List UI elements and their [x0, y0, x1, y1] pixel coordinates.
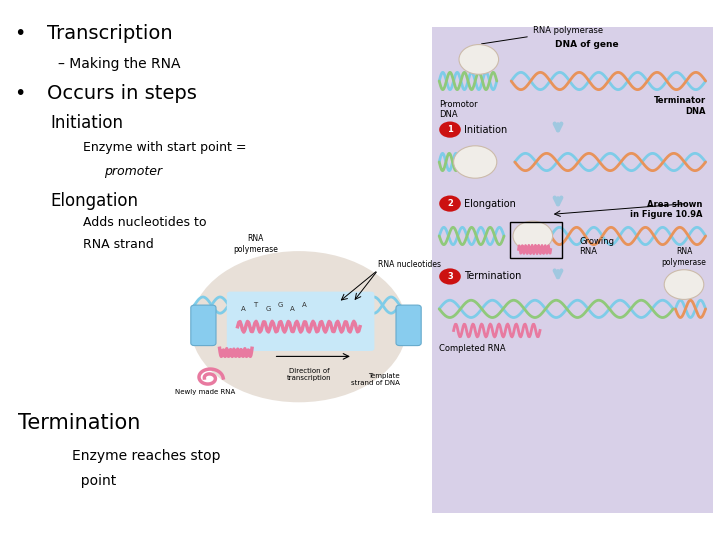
Text: Completed RNA: Completed RNA: [439, 344, 506, 353]
Text: Initiation: Initiation: [464, 125, 508, 134]
Text: Elongation: Elongation: [464, 199, 516, 208]
Text: Termination: Termination: [464, 272, 522, 281]
Ellipse shape: [191, 251, 407, 402]
Text: point: point: [72, 474, 116, 488]
Text: Direction of
transcription: Direction of transcription: [287, 368, 332, 381]
Ellipse shape: [513, 221, 552, 251]
Text: Terminator
DNA: Terminator DNA: [654, 96, 706, 116]
Circle shape: [439, 195, 461, 212]
Text: DNA of gene: DNA of gene: [555, 39, 618, 49]
Text: promoter: promoter: [104, 165, 163, 178]
Text: RNA
polymerase: RNA polymerase: [662, 247, 706, 267]
FancyBboxPatch shape: [396, 305, 421, 346]
FancyBboxPatch shape: [227, 292, 374, 351]
Text: Enzyme reaches stop: Enzyme reaches stop: [72, 449, 220, 463]
Text: T: T: [253, 302, 258, 308]
Ellipse shape: [459, 44, 498, 74]
Text: G: G: [277, 302, 283, 308]
Text: – Making the RNA: – Making the RNA: [58, 57, 180, 71]
Text: Adds nucleotides to: Adds nucleotides to: [83, 216, 207, 229]
Text: Elongation: Elongation: [50, 192, 138, 210]
FancyBboxPatch shape: [432, 27, 713, 513]
Text: •: •: [14, 24, 26, 43]
Text: Template
strand of DNA: Template strand of DNA: [351, 373, 400, 386]
Ellipse shape: [454, 146, 497, 178]
Text: Termination: Termination: [18, 413, 140, 433]
Text: Area shown
in Figure 10.9A: Area shown in Figure 10.9A: [629, 200, 702, 219]
Text: RNA polymerase: RNA polymerase: [482, 26, 603, 44]
Text: Occurs in steps: Occurs in steps: [47, 84, 197, 103]
Text: Initiation: Initiation: [50, 114, 123, 132]
Text: RNA
polymerase: RNA polymerase: [233, 234, 278, 254]
Text: 1: 1: [447, 125, 453, 134]
Text: Promotor
DNA: Promotor DNA: [439, 100, 478, 119]
Text: Transcription: Transcription: [47, 24, 172, 43]
Text: A: A: [302, 302, 307, 308]
Text: RNA strand: RNA strand: [83, 238, 153, 251]
Circle shape: [439, 122, 461, 138]
Circle shape: [439, 268, 461, 285]
Text: 3: 3: [447, 272, 453, 281]
Text: Growing
RNA: Growing RNA: [580, 237, 615, 256]
FancyBboxPatch shape: [191, 305, 216, 346]
Text: Newly made RNA: Newly made RNA: [175, 389, 235, 395]
Text: A: A: [241, 306, 246, 312]
Text: •: •: [14, 84, 26, 103]
Text: 2: 2: [447, 199, 453, 208]
Text: Enzyme with start point =: Enzyme with start point =: [83, 141, 246, 154]
Text: RNA nucleotides: RNA nucleotides: [378, 260, 441, 269]
Text: G: G: [265, 306, 271, 312]
Ellipse shape: [665, 269, 703, 299]
Text: A: A: [290, 306, 294, 312]
